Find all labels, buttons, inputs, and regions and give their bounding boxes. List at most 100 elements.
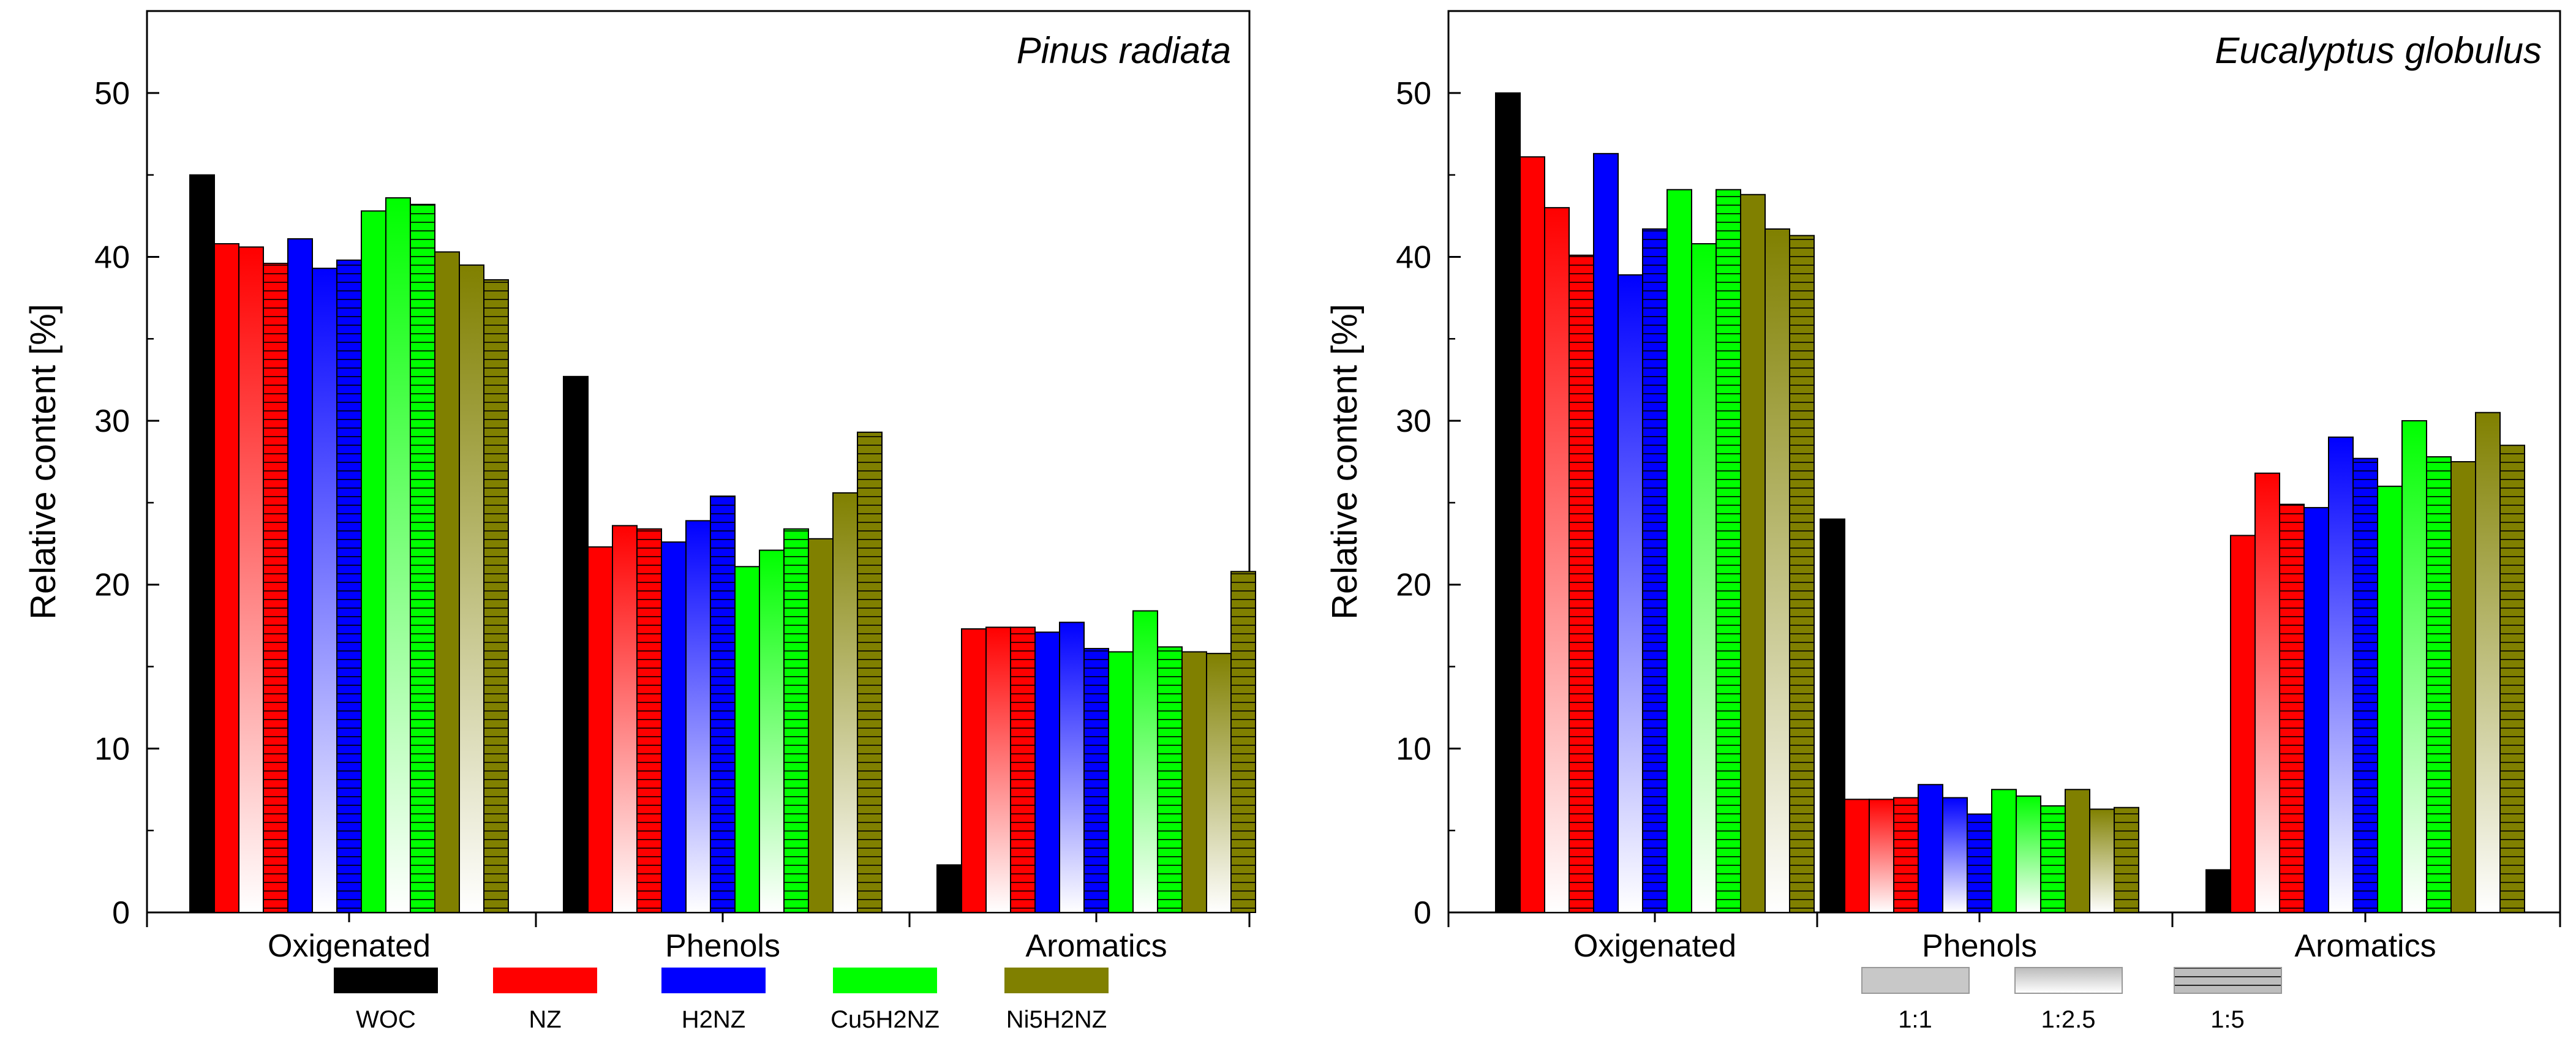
bar-h2nz-1-5-aromatics <box>1083 648 1109 913</box>
x-tick-label: Oxigenated <box>1573 928 1736 964</box>
bar-ni5h2nz-1-1-oxigenated <box>1740 194 1766 914</box>
y-tick-label: 0 <box>112 895 130 931</box>
legend-ratio-swatch <box>2014 967 2123 994</box>
bar-h2nz-1-1-oxigenated <box>1593 152 1619 914</box>
bar-nz-1-2-5-aromatics <box>985 626 1011 914</box>
bar-h2nz-1-5-oxigenated <box>336 259 362 914</box>
bar-nz-1-2-5-oxigenated <box>238 246 264 913</box>
bar-cu5h2nz-1-2-5-phenols <box>2016 795 2041 913</box>
legend-label: Cu5H2NZ <box>830 1006 940 1033</box>
bar-cu5h2nz-1-2-5-aromatics <box>1132 610 1158 913</box>
bar-cu5h2nz-1-5-aromatics <box>2426 456 2452 913</box>
bar-cu5h2nz-1-1-aromatics <box>2377 486 2403 913</box>
bar-ni5h2nz-1-1-phenols <box>2065 789 2090 913</box>
legend-swatch-nz <box>493 968 597 993</box>
bar-nz-1-1-phenols <box>1844 799 1870 914</box>
bar-cu5h2nz-1-5-oxigenated <box>1715 189 1741 913</box>
legend-label: H2NZ <box>682 1006 745 1033</box>
bar-nz-1-2-5-aromatics <box>2254 472 2280 913</box>
y-tick-label: 40 <box>94 239 130 275</box>
x-tick-label: Phenols <box>1922 928 2037 964</box>
bar-woc-oxigenated <box>189 174 215 913</box>
bar-ni5h2nz-1-2-5-aromatics <box>1206 653 1232 913</box>
legend-swatch-ni5h2nz <box>1004 968 1109 993</box>
legend-ratio-label: 1:5 <box>2210 1006 2245 1033</box>
bar-cu5h2nz-1-1-oxigenated <box>1666 189 1692 913</box>
bar-h2nz-1-2-5-oxigenated <box>1618 274 1643 913</box>
bar-h2nz-1-2-5-phenols <box>1942 797 1968 913</box>
bar-cu5h2nz-1-5-aromatics <box>1157 646 1183 913</box>
bar-ni5h2nz-1-2-5-oxigenated <box>1764 228 1790 913</box>
bar-cu5h2nz-1-2-5-oxigenated <box>385 197 411 913</box>
bar-nz-1-1-aromatics <box>961 628 987 914</box>
panel-pinus-radiata: 0 10 20 30 40 50 Relative content [%] Pinus rad… <box>23 10 1256 964</box>
legend-label: NZ <box>529 1006 561 1033</box>
bar-ni5h2nz-1-1-aromatics <box>1181 651 1207 913</box>
bar-cu5h2nz-1-5-phenols <box>2040 805 2066 914</box>
bar-nz-1-5-aromatics <box>2279 503 2305 913</box>
legend-ratio-label: 1:1 <box>1898 1006 1932 1033</box>
legend-label: WOC <box>356 1006 416 1033</box>
bar-ni5h2nz-1-2-5-phenols <box>2089 808 2115 913</box>
bar-h2nz-1-2-5-phenols <box>685 520 711 913</box>
bar-cu5h2nz-1-1-phenols <box>1991 789 2017 913</box>
bar-nz-1-1-phenols <box>587 546 613 913</box>
chart-title: Pinus radiata <box>1017 30 1231 71</box>
bar-cu5h2nz-1-1-oxigenated <box>361 210 386 913</box>
bar-nz-1-2-5-oxigenated <box>1544 207 1570 913</box>
x-tick-label: Aromatics <box>2294 928 2436 964</box>
bar-h2nz-1-5-phenols <box>1967 813 1992 914</box>
bar-cu5h2nz-1-5-phenols <box>783 528 809 913</box>
legend-catalysts: WOC NZ H2NZ Cu5H2NZ Ni5H2NZ <box>334 968 1109 1033</box>
bar-h2nz-1-1-phenols <box>661 541 687 913</box>
y-tick-label: 50 <box>94 76 130 111</box>
bar-ni5h2nz-1-1-phenols <box>808 538 834 913</box>
chart-title: Eucalyptus globulus <box>2215 30 2542 71</box>
y-tick-label: 10 <box>1396 731 1431 767</box>
bar-h2nz-1-1-aromatics <box>1034 631 1060 913</box>
bar-h2nz-1-1-oxigenated <box>287 238 313 914</box>
bar-ni5h2nz-1-5-aromatics <box>2499 445 2525 913</box>
x-tick-label: Aromatics <box>1025 928 1167 964</box>
bar-ni5h2nz-1-2-5-oxigenated <box>459 264 484 914</box>
bar-ni5h2nz-1-5-phenols <box>857 431 883 913</box>
y-tick-label: 40 <box>1396 239 1431 275</box>
y-tick-label: 30 <box>94 404 130 439</box>
bar-nz-1-1-oxigenated <box>1520 156 1545 913</box>
bar-cu5h2nz-1-2-5-phenols <box>759 549 785 913</box>
bar-ni5h2nz-1-2-5-aromatics <box>2475 412 2501 913</box>
x-tick-label: Phenols <box>665 928 780 964</box>
y-tick-label: 0 <box>1414 895 1431 931</box>
bar-nz-1-2-5-phenols <box>612 525 638 913</box>
bar-woc-phenols <box>563 375 589 913</box>
bar-h2nz-1-2-5-aromatics <box>1059 622 1085 913</box>
legend-ratio-label: 1:2.5 <box>2041 1006 2096 1033</box>
legend-ratio-swatch <box>1861 967 1970 994</box>
bar-h2nz-1-5-oxigenated <box>1642 228 1668 913</box>
bar-nz-1-5-phenols <box>1893 797 1919 913</box>
bar-ni5h2nz-1-2-5-phenols <box>832 492 858 913</box>
panel-eucalyptus-globulus: 0 10 20 30 40 50 Relative content [%] Eucalyptu… <box>1325 10 2561 964</box>
legend-swatch-cu5h2nz <box>833 968 937 993</box>
y-tick-label: 50 <box>1396 76 1431 111</box>
x-tick-label: Oxigenated <box>268 928 431 964</box>
bar-cu5h2nz-1-2-5-oxigenated <box>1691 243 1717 914</box>
bar-cu5h2nz-1-1-aromatics <box>1108 651 1134 913</box>
legend-ratio-swatch <box>2174 967 2282 994</box>
bar-h2nz-1-2-5-aromatics <box>2328 436 2354 913</box>
y-tick-label: 30 <box>1396 404 1431 439</box>
bar-ni5h2nz-1-5-oxigenated <box>1789 235 1815 913</box>
bar-nz-1-5-oxigenated <box>1569 254 1594 913</box>
bar-h2nz-1-2-5-oxigenated <box>312 268 337 913</box>
bar-ni5h2nz-1-5-oxigenated <box>483 279 509 914</box>
legend-label: Ni5H2NZ <box>1006 1006 1107 1033</box>
bar-woc-oxigenated <box>1495 92 1521 913</box>
bar-nz-1-5-phenols <box>636 528 662 913</box>
bar-h2nz-1-5-phenols <box>710 495 736 913</box>
bar-h2nz-1-1-phenols <box>1918 784 1943 914</box>
y-tick-label: 10 <box>94 731 130 767</box>
y-tick-label: 20 <box>1396 568 1431 603</box>
bar-ni5h2nz-1-1-oxigenated <box>434 251 460 914</box>
bar-woc-aromatics <box>936 864 962 914</box>
